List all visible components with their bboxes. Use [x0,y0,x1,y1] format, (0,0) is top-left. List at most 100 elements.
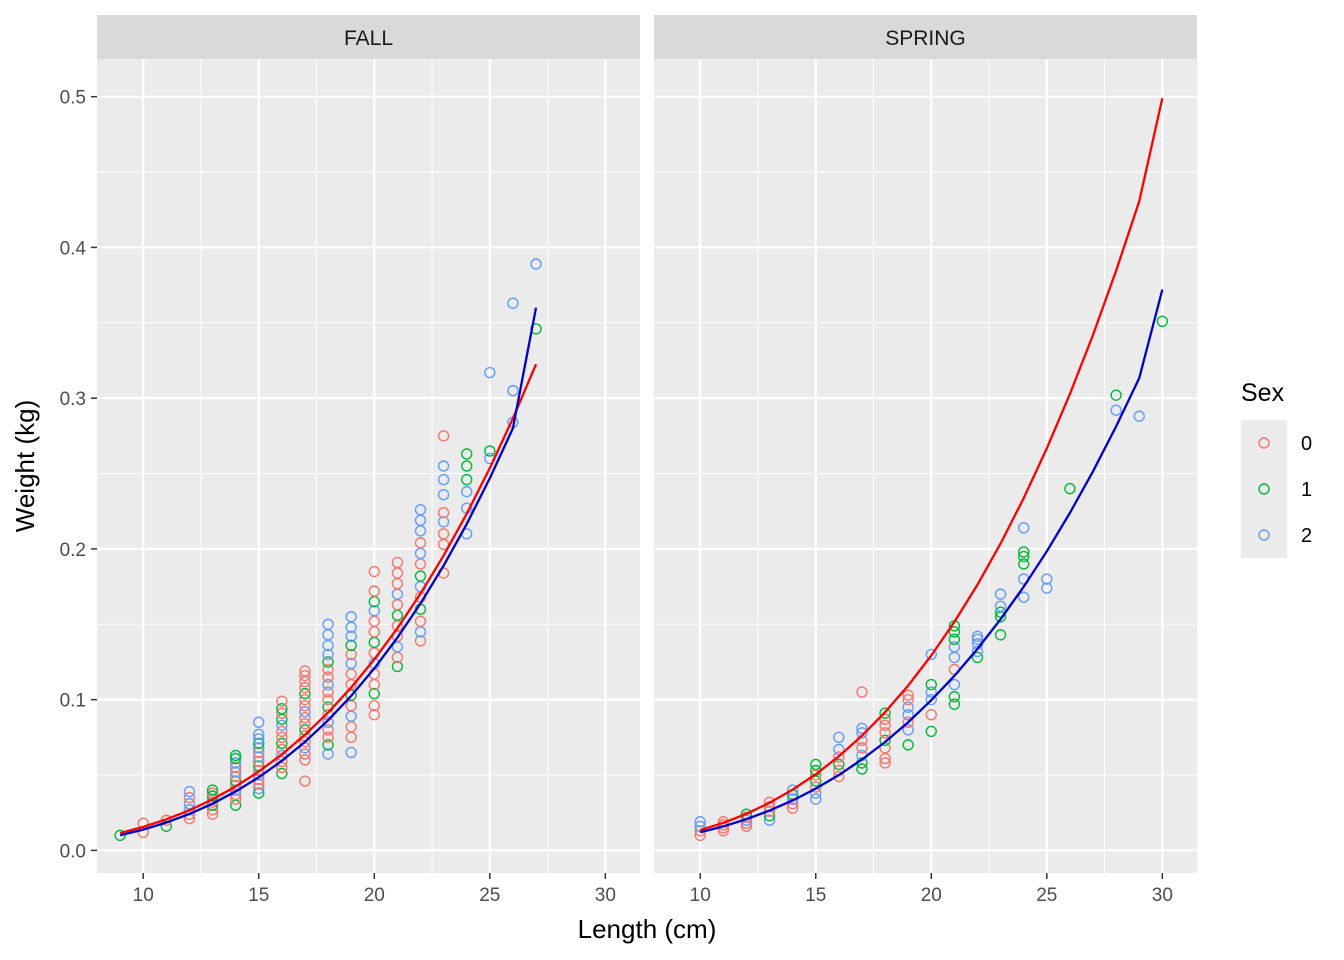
data-point-sex-2 [322,618,334,630]
data-point-sex-2 [902,701,914,713]
data-point-sex-0 [368,709,380,721]
data-point-sex-1 [925,725,937,738]
data-point-sex-1 [484,445,496,457]
data-point-sex-0 [299,712,311,724]
data-point-sex-2 [1018,591,1030,603]
data-point-sex-1 [253,787,265,799]
data-point-sex-0 [740,820,753,832]
data-point-sex-0 [299,718,311,730]
data-point-sex-1 [1018,558,1030,570]
data-point-sex-2 [437,516,450,528]
data-point-sex-2 [763,814,776,826]
data-point-sex-2 [856,722,868,734]
data-point-sex-1 [1018,550,1030,563]
strip-label-spring: SPRING [885,27,966,50]
data-point-sex-1 [1156,315,1169,327]
data-point-sex-1 [879,707,891,719]
data-point-sex-2 [484,366,496,379]
data-point-sex-1 [276,702,288,715]
data-point-sex-1 [971,651,984,664]
points-fall [114,258,542,842]
x-tick-label: 30 [1152,885,1173,906]
data-point-sex-2 [925,693,937,706]
data-point-sex-0 [833,770,845,783]
data-point-sex-2 [183,797,196,810]
data-point-sex-1 [414,570,427,582]
data-point-sex-0 [322,671,334,683]
x-axis-title: Length (cm) [578,914,717,944]
data-point-sex-2 [437,460,450,472]
data-point-sex-0 [368,585,380,597]
panel-fall: FALL [97,15,640,873]
data-point-sex-2 [345,611,357,623]
legend-key-sex-0 [1258,437,1270,449]
data-point-sex-1 [114,829,126,842]
data-point-sex-0 [299,681,311,694]
data-point-sex-2 [507,297,519,309]
data-point-sex-2 [925,686,937,698]
data-point-sex-2 [437,488,450,501]
y-axis-title: Weight (kg) [10,400,40,532]
data-point-sex-2 [971,630,984,643]
data-point-sex-0 [276,725,288,738]
data-point-sex-0 [763,805,776,817]
data-point-sex-0 [229,761,242,774]
data-point-sex-0 [833,751,845,763]
data-point-sex-2 [856,727,868,739]
strip-fall-background [97,15,640,59]
data-point-sex-1 [948,633,961,646]
legend-label: 0 [1301,433,1312,455]
data-point-sex-2 [345,630,357,643]
data-point-sex-2 [1018,522,1030,534]
data-point-sex-1 [299,687,311,700]
data-point-sex-2 [971,645,984,658]
x-tick-label: 30 [595,885,616,906]
legend-key-sex-2 [1258,529,1270,541]
data-point-sex-0 [879,713,891,725]
legend-title: Sex [1241,379,1285,407]
data-point-sex-0 [902,693,914,706]
data-point-sex-1 [902,739,914,751]
data-point-sex-1 [368,687,380,700]
data-point-sex-2 [437,473,450,486]
data-point-sex-2 [183,785,196,798]
y-tick-label: 0.0 [60,841,86,862]
data-point-sex-2 [229,757,242,769]
x-tick-label: 25 [479,885,500,906]
data-point-sex-0 [437,528,450,540]
legend: Sex 0 1 2 [1241,379,1312,558]
x-tick-label: 15 [805,885,826,906]
data-point-sex-0 [391,556,404,569]
data-point-sex-0 [322,686,334,698]
data-point-sex-1 [994,629,1007,641]
data-point-sex-0 [229,793,242,805]
data-point-sex-2 [994,600,1007,612]
data-point-sex-0 [902,716,914,728]
data-point-sex-2 [345,657,357,670]
data-point-sex-0 [299,754,311,766]
legend-entries: 0 1 2 [1258,433,1312,547]
data-point-sex-0 [253,746,265,759]
data-point-sex-0 [276,731,288,744]
x-axis-fall: 10 15 20 25 30 [133,873,616,906]
data-point-sex-2 [902,709,914,721]
y-tick-label: 0.3 [60,389,86,410]
legend-label: 1 [1301,479,1312,501]
data-point-sex-2 [1110,404,1122,416]
data-point-sex-0 [229,770,242,783]
data-point-sex-1 [1110,389,1122,401]
data-point-sex-2 [253,782,265,795]
data-point-sex-2 [276,719,288,731]
data-point-sex-2 [1133,410,1145,422]
fit-line-blue [119,307,538,837]
data-point-sex-0 [253,755,265,768]
strip-spring-background [654,15,1197,59]
x-tick-label: 10 [133,885,154,906]
data-point-sex-0 [414,615,427,627]
data-point-sex-0 [299,736,311,748]
grid-fall [97,59,640,873]
data-point-sex-1 [833,758,845,771]
data-point-sex-0 [253,764,265,777]
data-point-sex-2 [322,648,334,661]
